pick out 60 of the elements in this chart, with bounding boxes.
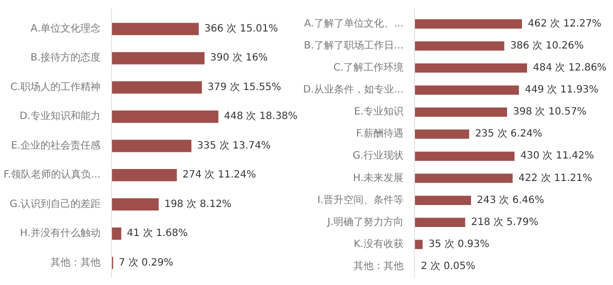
- data-label: 366 次 15.01%: [204, 23, 278, 34]
- bar: [112, 228, 122, 240]
- y-tick-label: C.职场人的工作精神: [10, 80, 101, 93]
- y-tick-label: F.薪酬待遇: [356, 128, 404, 140]
- bar: [112, 22, 199, 36]
- y-tick-label: G.认识到自己的差距: [10, 198, 101, 210]
- bar: [414, 130, 470, 139]
- bar: [112, 198, 159, 211]
- data-label: 422 次 11.21%: [518, 172, 592, 184]
- y-tick-label: E.企业的社会责任感: [11, 139, 101, 152]
- data-label: 198 次 8.12%: [164, 198, 232, 210]
- bar: [112, 140, 192, 152]
- y-tick-label: H.并没有什么触动: [20, 227, 101, 240]
- data-label: 398 次 10.57%: [512, 106, 587, 118]
- y-tick-label: K.没有收获: [354, 238, 404, 250]
- bar: [414, 85, 519, 95]
- data-label: 2 次 0.05%: [420, 260, 476, 272]
- y-tick-label: H.未来发展: [352, 172, 404, 184]
- bar: [414, 19, 522, 29]
- data-label: 462 次 12.27%: [528, 18, 602, 30]
- bar: [414, 63, 528, 73]
- bar: [414, 41, 504, 51]
- data-label: 41 次 1.68%: [126, 228, 188, 240]
- y-tick-label: D.从业条件，如专业...: [303, 84, 404, 96]
- data-label: 274 次 11.24%: [182, 170, 256, 181]
- y-tick-label: 其他：其他: [50, 256, 100, 268]
- y-tick-label: D.专业知识和能力: [20, 110, 101, 122]
- bar: [112, 110, 218, 123]
- y-tick-label: A.单位文化理念: [30, 22, 100, 34]
- data-label: 484 次 12.86%: [532, 62, 607, 74]
- data-label: 335 次 13.74%: [197, 140, 271, 152]
- data-label: 35 次 0.93%: [428, 238, 490, 250]
- y-tick-label: B.了解了职场工作日...: [304, 39, 404, 52]
- data-label: 243 次 6.46%: [476, 194, 544, 206]
- bar: [112, 52, 205, 64]
- y-tick-label: I.晋升空间、条件等: [317, 194, 404, 206]
- data-label: 448 次 18.38%: [224, 111, 298, 122]
- y-tick-label: E.专业知识: [354, 106, 404, 118]
- y-tick-label: F.领队老师的认真负...: [4, 168, 101, 181]
- data-label: 218 次 5.79%: [471, 216, 538, 228]
- data-label: 235 次 6.24%: [475, 128, 542, 140]
- bar: [414, 218, 466, 228]
- data-label: 390 次 16%: [210, 52, 268, 64]
- data-label: 386 次 10.26%: [510, 40, 584, 52]
- y-tick-label: J.明确了努力方向: [326, 216, 404, 228]
- bar: [112, 81, 202, 94]
- y-tick-label: 其他：其他: [354, 260, 404, 272]
- data-label: 430 次 11.42%: [520, 150, 594, 162]
- y-tick-label: B.接待方的态度: [30, 52, 101, 64]
- bar: [414, 196, 472, 205]
- data-label: 379 次 15.55%: [208, 82, 282, 93]
- y-tick-label: A.了解了单位文化、...: [304, 17, 404, 30]
- data-label: 449 次 11.93%: [524, 84, 598, 96]
- bar: [414, 174, 513, 183]
- data-label: 7 次 0.29%: [118, 257, 174, 268]
- bar: [414, 108, 508, 117]
- y-tick-label: G.行业现状: [352, 150, 404, 162]
- y-tick-label: C.了解工作环境: [333, 62, 404, 74]
- bar: [112, 169, 177, 182]
- bar: [414, 152, 515, 161]
